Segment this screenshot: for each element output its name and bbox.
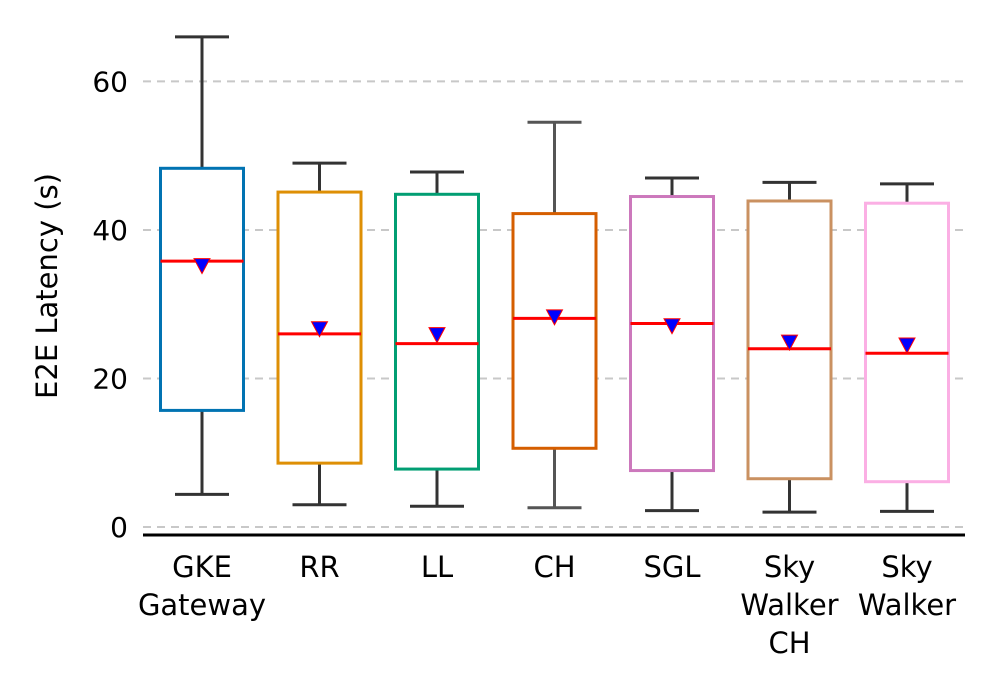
box-group-5 [629, 176, 715, 513]
y-axis-label: E2E Latency (s) [30, 173, 64, 399]
iqr-box [511, 212, 598, 450]
x-category-label-line: GKE [172, 550, 232, 584]
y-tick-label-0: 0 [110, 511, 128, 544]
x-category-label-line: Walker [740, 588, 838, 622]
x-category-label-line: Sky [881, 550, 932, 584]
x-category-label-line: Sky [764, 550, 815, 584]
mean-marker [898, 337, 916, 355]
x-category-label-5: SGL [643, 550, 700, 584]
mean-marker [545, 309, 564, 326]
x-category-label-line: Walker [858, 588, 956, 622]
mean-marker [428, 327, 446, 344]
x-category-label-4: CH [533, 550, 575, 584]
box-group-7 [864, 182, 950, 513]
boxes [159, 35, 950, 514]
x-category-label-line: CH [533, 550, 575, 584]
axes: E2E Latency (s) [30, 173, 965, 537]
mean-marker [310, 321, 329, 338]
mean-marker [663, 318, 681, 335]
x-category-label-2: RR [299, 550, 339, 584]
box-group-3 [394, 170, 480, 508]
box-group-1 [159, 35, 245, 496]
box-group-4 [511, 120, 598, 510]
x-category-label-line: RR [299, 550, 339, 584]
x-category-label-line: CH [768, 626, 810, 660]
mean-marker [193, 258, 211, 275]
x-category-label-6: Sky Walker CH [740, 550, 838, 660]
mean-marker [780, 334, 799, 352]
box-group-6 [746, 180, 833, 514]
box-group-2 [276, 161, 363, 507]
x-category-label-3: LL [421, 550, 453, 584]
x-category-label-1: GKE Gateway [138, 550, 266, 622]
y-tick-label-20: 20 [92, 362, 128, 395]
x-category-label-line: LL [421, 550, 453, 584]
x-category-labels: GKE Gateway RR LL CH SGL Sky Walker CH Sky Walker [138, 550, 956, 660]
iqr-box [159, 166, 245, 412]
y-tick-label-60: 60 [92, 65, 128, 98]
y-tick-labels: 0 20 40 60 [92, 65, 128, 544]
x-category-label-7: Sky Walker [858, 550, 956, 622]
x-category-label-line: Gateway [138, 588, 266, 622]
x-category-label-line: SGL [643, 550, 700, 584]
y-tick-label-40: 40 [92, 214, 128, 247]
